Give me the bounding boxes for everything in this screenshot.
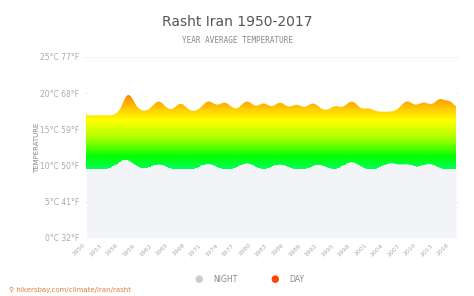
Text: NIGHT: NIGHT <box>213 275 237 284</box>
Text: YEAR AVERAGE TEMPERATURE: YEAR AVERAGE TEMPERATURE <box>182 36 292 44</box>
Text: DAY: DAY <box>289 275 304 284</box>
Y-axis label: TEMPERATURE: TEMPERATURE <box>34 122 40 173</box>
Text: ⚲ hikersbay.com/climate/iran/rasht: ⚲ hikersbay.com/climate/iran/rasht <box>9 287 131 293</box>
Text: ●: ● <box>271 274 279 284</box>
Text: ●: ● <box>195 274 203 284</box>
Text: Rasht Iran 1950-2017: Rasht Iran 1950-2017 <box>162 15 312 29</box>
